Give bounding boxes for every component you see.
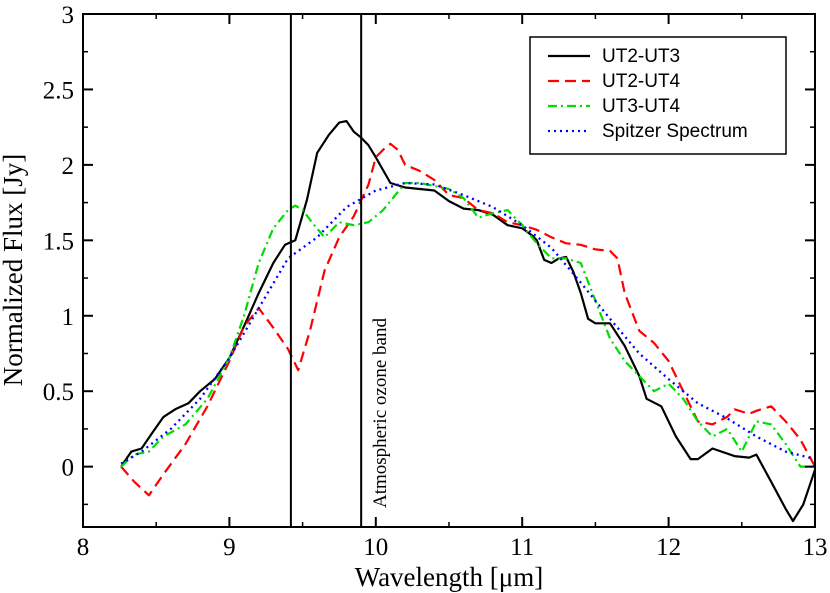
series-line-ut2-ut4 (120, 142, 816, 497)
y-tick-label: 1 (62, 304, 75, 331)
legend-label-ut2-ut4: UT2-UT4 (602, 71, 681, 92)
y-axis-title: Normalized Flux [Jy] (0, 154, 28, 386)
x-tick-label: 8 (77, 534, 90, 561)
y-tick-label: 2.5 (43, 77, 74, 104)
x-tick-label: 12 (656, 534, 681, 561)
y-tick-label: 2 (62, 153, 75, 180)
y-tick-label: 0 (62, 455, 75, 482)
x-axis-title: Wavelength [μm] (355, 562, 544, 592)
y-tick-label: 1.5 (43, 228, 74, 255)
legend: UT2-UT3 UT2-UT4 UT3-UT4 Spitzer Spectrum (529, 36, 787, 155)
series-line-ut3-ut4 (120, 181, 815, 468)
ozone-band-label: Atmospheric ozone band (370, 318, 391, 508)
series-line-spitzer-spectrum (120, 181, 816, 465)
x-tick-label: 13 (803, 534, 828, 561)
y-tick-label: 0.5 (43, 379, 74, 406)
ozone-band-rect (289, 13, 363, 528)
legend-label-spitzer: Spitzer Spectrum (602, 121, 748, 142)
x-tick-label: 10 (363, 534, 388, 561)
series-line-ut2-ut3 (120, 119, 817, 523)
y-tick-label: 3 (62, 2, 75, 29)
x-tick-label: 11 (510, 534, 534, 561)
legend-label-ut3-ut4: UT3-UT4 (602, 96, 681, 117)
x-tick-label: 9 (223, 534, 236, 561)
x-axis-ticks: 8 9 10 11 12 13 (77, 14, 828, 561)
legend-label-ut2-ut3: UT2-UT3 (602, 46, 680, 67)
series-lines (120, 119, 817, 523)
y-axis-ticks: 0 0.5 1 1.5 2 2.5 3 (43, 2, 815, 506)
